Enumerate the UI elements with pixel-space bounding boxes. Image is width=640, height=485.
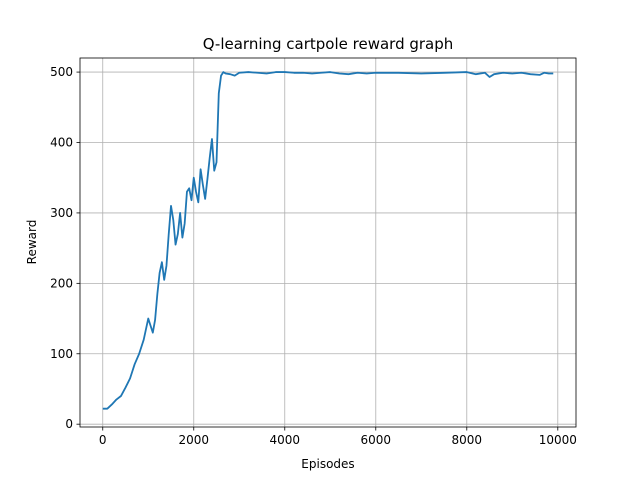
- x-tick-label: 4000: [269, 433, 300, 447]
- y-tick-label: 300: [50, 206, 73, 220]
- x-axis: 0 2000 4000 6000 8000 10000: [99, 427, 577, 447]
- y-tick-label: 100: [50, 347, 73, 361]
- x-tick-label: 6000: [361, 433, 392, 447]
- reward-series-line: [102, 71, 554, 410]
- y-tick-label: 400: [50, 136, 73, 150]
- x-tick-label: 2000: [178, 433, 209, 447]
- chart-title: Q-learning cartpole reward graph: [203, 35, 454, 53]
- y-axis: 0 100 200 300 400 500: [50, 65, 80, 431]
- series-layer: [102, 71, 554, 410]
- x-tick-label: 8000: [452, 433, 483, 447]
- x-axis-label: Episodes: [301, 457, 354, 471]
- y-tick-label: 500: [50, 65, 73, 79]
- y-axis-label: Reward: [25, 220, 39, 265]
- y-tick-label: 0: [65, 417, 73, 431]
- x-tick-label: 10000: [539, 433, 577, 447]
- y-tick-label: 200: [50, 276, 73, 290]
- x-tick-label: 0: [99, 433, 107, 447]
- plot-frame: [79, 57, 577, 428]
- grid: [80, 58, 576, 427]
